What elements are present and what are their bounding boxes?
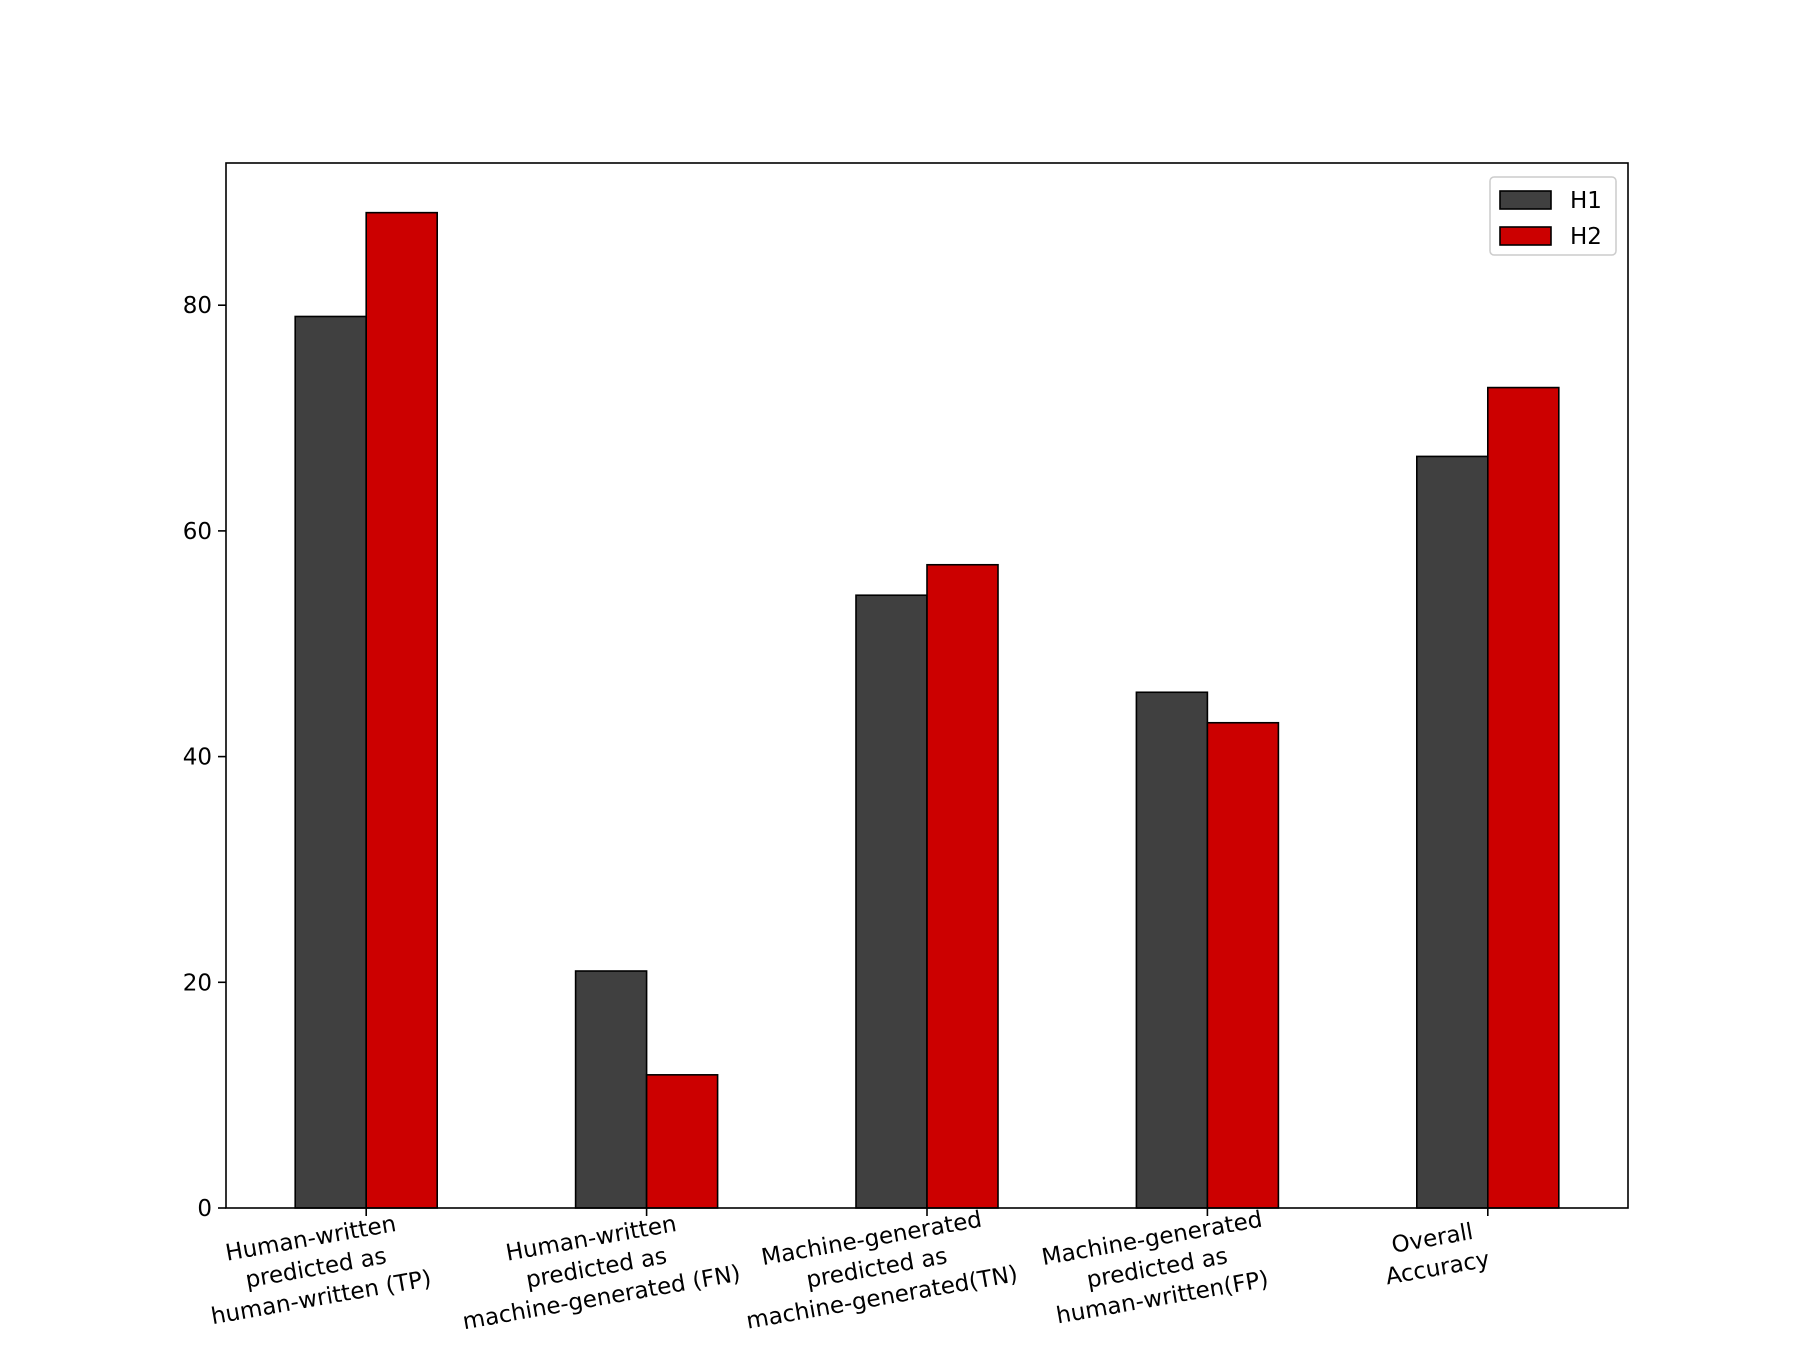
bar-h1-3 bbox=[1135, 691, 1209, 1209]
bar-h1-0 bbox=[294, 315, 368, 1209]
y-tick-label-2: 40 bbox=[183, 745, 212, 771]
x-axis: Human-writtenpredicted ashuman-written (… bbox=[199, 1202, 1492, 1336]
plot-frame bbox=[225, 162, 1629, 1209]
legend-swatch-h2 bbox=[1499, 226, 1552, 246]
legend-swatch-h1 bbox=[1499, 190, 1552, 210]
x-tick-label-1: Human-writtenpredicted asmachine-generat… bbox=[450, 1202, 743, 1336]
bar-h1-2 bbox=[855, 594, 928, 1209]
bar-h2-2 bbox=[926, 563, 999, 1209]
y-tick-label-3: 60 bbox=[183, 519, 212, 545]
bar-h1-1 bbox=[574, 970, 648, 1209]
x-tick-label-text-2: Machine-generatedpredicted asmachine-gen… bbox=[734, 1202, 1020, 1334]
bar-h2-3 bbox=[1206, 721, 1280, 1209]
y-axis: 0 20 40 60 80 bbox=[183, 293, 226, 1222]
bar-h1-4 bbox=[1416, 455, 1489, 1209]
bar-h2-4 bbox=[1487, 386, 1560, 1209]
y-tick-label-4: 80 bbox=[183, 293, 212, 319]
x-tick-label-text-1: Human-writtenpredicted asmachine-generat… bbox=[450, 1202, 742, 1336]
x-tick-label-0: Human-writtenpredicted ashuman-written (… bbox=[199, 1207, 434, 1330]
y-tick-label-1: 20 bbox=[183, 970, 212, 996]
bar-h2-1 bbox=[645, 1074, 719, 1209]
bars-layer bbox=[294, 211, 1560, 1209]
legend-label-h2: H2 bbox=[1570, 224, 1602, 250]
y-tick-label-0: 0 bbox=[197, 1196, 212, 1222]
x-tick-label-2: Machine-generatedpredicted asmachine-gen… bbox=[734, 1202, 1020, 1335]
x-tick-label-3: Machine-generatedpredicted ashuman-writt… bbox=[1040, 1207, 1275, 1330]
x-tick-label-text-3: Machine-generatedpredicted ashuman-writt… bbox=[1040, 1207, 1275, 1330]
x-tick-label-4: OverallAccuracy bbox=[1378, 1217, 1492, 1290]
bar-h2-0 bbox=[365, 211, 439, 1209]
legend-label-h1: H1 bbox=[1570, 188, 1602, 214]
x-tick-label-text-0: Human-writtenpredicted ashuman-written (… bbox=[199, 1207, 434, 1330]
x-tick-label-text-4: OverallAccuracy bbox=[1378, 1217, 1491, 1290]
